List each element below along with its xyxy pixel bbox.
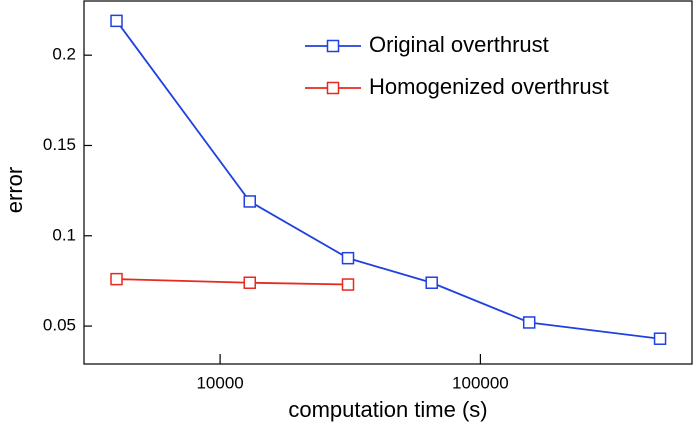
marker: [341, 251, 355, 265]
legend-text: Homogenized overthrust: [369, 74, 609, 99]
y-tick-label: 0.1: [52, 225, 76, 244]
y-tick-label: 0.2: [52, 45, 76, 64]
legend-text: Original overthrust: [369, 32, 549, 57]
marker: [522, 316, 536, 329]
series-line: [116, 278, 349, 286]
y-axis-label: error: [2, 167, 27, 213]
marker: [653, 332, 667, 345]
marker: [341, 278, 355, 291]
x-tick-label: 10000: [196, 373, 243, 392]
marker: [110, 272, 123, 286]
legend-marker: [326, 39, 340, 53]
marker: [243, 276, 257, 289]
marker: [110, 14, 123, 28]
marker: [243, 195, 257, 208]
y-tick-label: 0.05: [43, 316, 76, 335]
legend-marker: [326, 81, 340, 95]
y-tick-label: 0.15: [43, 135, 76, 154]
x-tick-label: 100000: [452, 373, 509, 392]
x-axis-label: computation time (s): [288, 397, 487, 422]
plot-frame: [83, 0, 693, 365]
series-line: [115, 20, 661, 340]
marker: [425, 276, 438, 289]
